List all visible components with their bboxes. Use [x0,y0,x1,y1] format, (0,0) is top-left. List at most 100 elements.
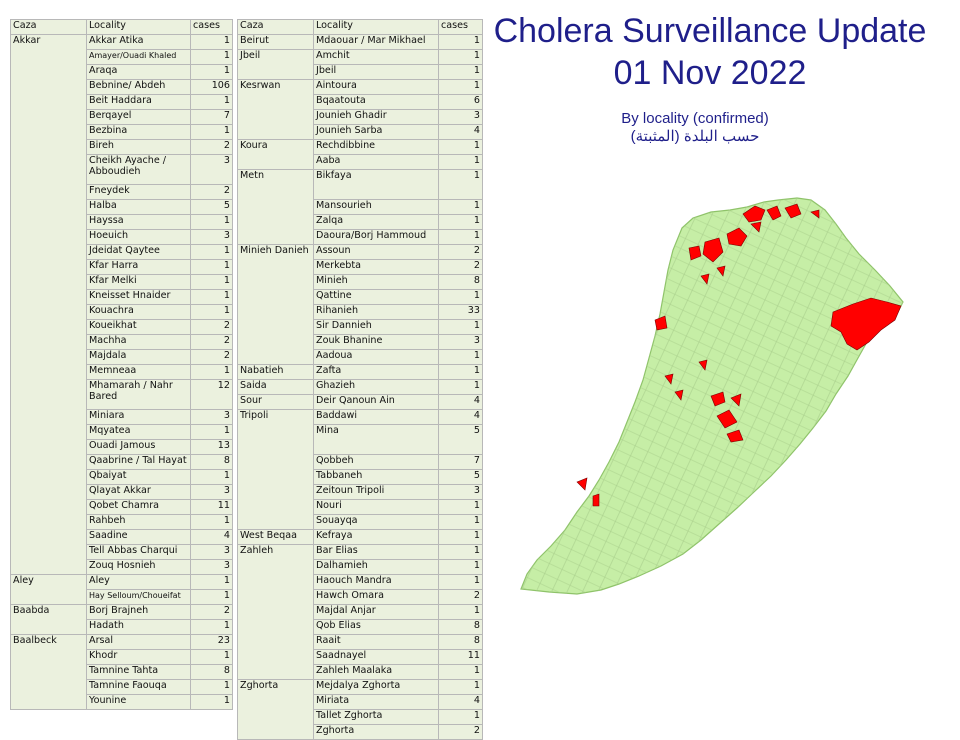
locality-cell: Saadnayel [313,649,439,665]
locality-cell: Ouadi Jamous [86,439,191,455]
table-row: Kesrwan Aintoura 1 [237,79,483,140]
header-cases: cases [438,19,483,35]
case-area [784,203,802,219]
locality-cell: Tabbaneh [313,469,439,485]
locality-cell: Arsal [86,634,191,650]
table-row: Saadnayel 11 [238,649,483,665]
cases-cell: 2 [190,334,233,350]
caza-cell: Kesrwan [237,79,314,140]
header-caza: Caza [237,19,314,35]
caza-cell: Tripoli [237,409,314,530]
table-header-row: Caza Locality cases [10,19,233,35]
table-row: Jbeil 1 [238,64,483,80]
map-subtitle: By locality (confirmed) حسب البلدة (المث… [560,110,830,146]
table-row: Machha 2 [11,334,233,350]
cases-cell: 1 [190,259,233,275]
table-row: Fneydek 2 [11,184,233,200]
locality-cell: Qob Elias [313,619,439,635]
cases-cell: 8 [438,634,483,650]
cases-cell: 5 [190,199,233,215]
locality-cell: Aadoua [313,349,439,365]
locality-cell: Tamnine Faouqa [86,679,191,695]
cases-cell: 1 [438,64,483,80]
table-row: Beirut Mdaouar / Mar Mikhael 1 [237,34,483,50]
cases-cell: 1 [190,274,233,290]
case-area [726,429,744,443]
cases-cell: 2 [438,259,483,275]
locality-cell: Zouq Hosnieh [86,559,191,575]
cases-cell: 4 [190,529,233,545]
cases-cell: 1 [190,649,233,665]
table-row: Tripoli Baddawi 4 [237,409,483,530]
case-area [576,477,588,491]
cases-cell: 1 [438,679,483,695]
header-cases: cases [190,19,233,35]
case-area [810,209,820,219]
cases-cell: 7 [438,454,483,470]
table-row: Mansourieh 1 [238,199,483,215]
table-row: Jounieh Ghadir 3 [238,109,483,125]
table-row: Tamnine Faouqa 1 [11,679,233,695]
table-row: Hayssa 1 [11,214,233,230]
table-row: Kneisset Hnaider 1 [11,289,233,305]
cases-cell: 23 [190,634,233,650]
cases-cell: 1 [190,679,233,695]
cases-cell: 7 [190,109,233,125]
cases-cell: 1 [438,364,483,380]
caza-cell: Baabda [10,604,87,635]
cases-cell: 1 [190,694,233,710]
table-row: Akkar Akkar Atika 1 [10,34,233,575]
cases-cell: 1 [190,64,233,80]
case-area [710,391,726,407]
header-caza: Caza [10,19,87,35]
locality-cell: Miniara [86,409,191,425]
table-row: Zghorta Mejdalya Zghorta 1 [237,679,483,740]
locality-cell: Rahbeh [86,514,191,530]
cases-cell: 1 [190,304,233,320]
cases-cell: 1 [190,289,233,305]
cases-cell: 1 [438,379,483,395]
locality-cell: Amchit [313,49,439,65]
table-row: Berqayel 7 [11,109,233,125]
cases-table-right-body: Caza Locality cases Beirut Mdaouar / Mar Mik… [237,19,483,740]
locality-cell: Mqyatea [86,424,191,440]
locality-cell: Zahleh Maalaka [313,664,439,680]
cases-cell: 1 [190,619,233,635]
title-line-1: Cholera Surveillance Update [493,12,927,50]
cases-cell: 3 [190,559,233,575]
table-row: Miriata 4 [238,694,483,710]
table-row: Kouachra 1 [11,304,233,320]
caza-cell: Saida [237,379,314,395]
locality-cell: Khodr [86,649,191,665]
lebanon-cases-map [520,197,904,595]
locality-cell: Machha [86,334,191,350]
locality-cell: Koueikhat [86,319,191,335]
table-row: Baabda Borj Brajneh 2 [10,604,233,635]
table-row: Beit Haddara 1 [11,94,233,110]
table-row: Rihanieh 33 [238,304,483,320]
cases-cell: 1 [190,124,233,140]
cases-cell: 13 [190,439,233,455]
table-row: Hadath 1 [11,619,233,635]
locality-cell: Baddawi [313,409,439,425]
header-locality: Locality [313,19,439,35]
table-row: Younine 1 [11,694,233,710]
locality-cell: Sir Dannieh [313,319,439,335]
locality-cell: Qbaiyat [86,469,191,485]
cases-cell: 5 [438,469,483,485]
cases-cell: 2 [190,349,233,365]
table-row: Miniara 3 [11,409,233,425]
caza-cell: Nabatieh [237,364,314,380]
locality-cell: Saadine [86,529,191,545]
locality-cell: Bikfaya [313,169,439,200]
locality-cell: Akkar Atika [86,34,191,50]
table-row: Aley Aley 1 [10,574,233,605]
cases-table-left: Caza Locality cases Akkar Akkar Atika 1 Amayer… [10,19,233,710]
locality-cell: Tell Abbas Charqui [86,544,191,560]
table-row: Qaabrine / Tal Hayat 8 [11,454,233,470]
locality-cell: Kefraya [313,529,439,545]
table-row: Rahbeh 1 [11,514,233,530]
cases-cell: 12 [190,379,233,410]
table-row: Bezbina 1 [11,124,233,140]
locality-cell: Hawch Omara [313,589,439,605]
